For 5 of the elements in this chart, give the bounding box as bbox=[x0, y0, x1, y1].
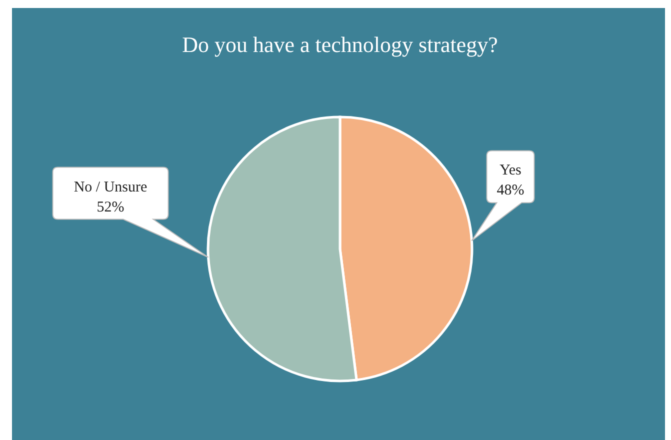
data-label: 48% bbox=[496, 182, 524, 199]
chart-title: Do you have a technology strategy? bbox=[182, 32, 498, 57]
data-label: 52% bbox=[96, 199, 124, 216]
slice-label: No / Unsure bbox=[74, 179, 148, 196]
slice-label: Yes bbox=[500, 162, 522, 179]
